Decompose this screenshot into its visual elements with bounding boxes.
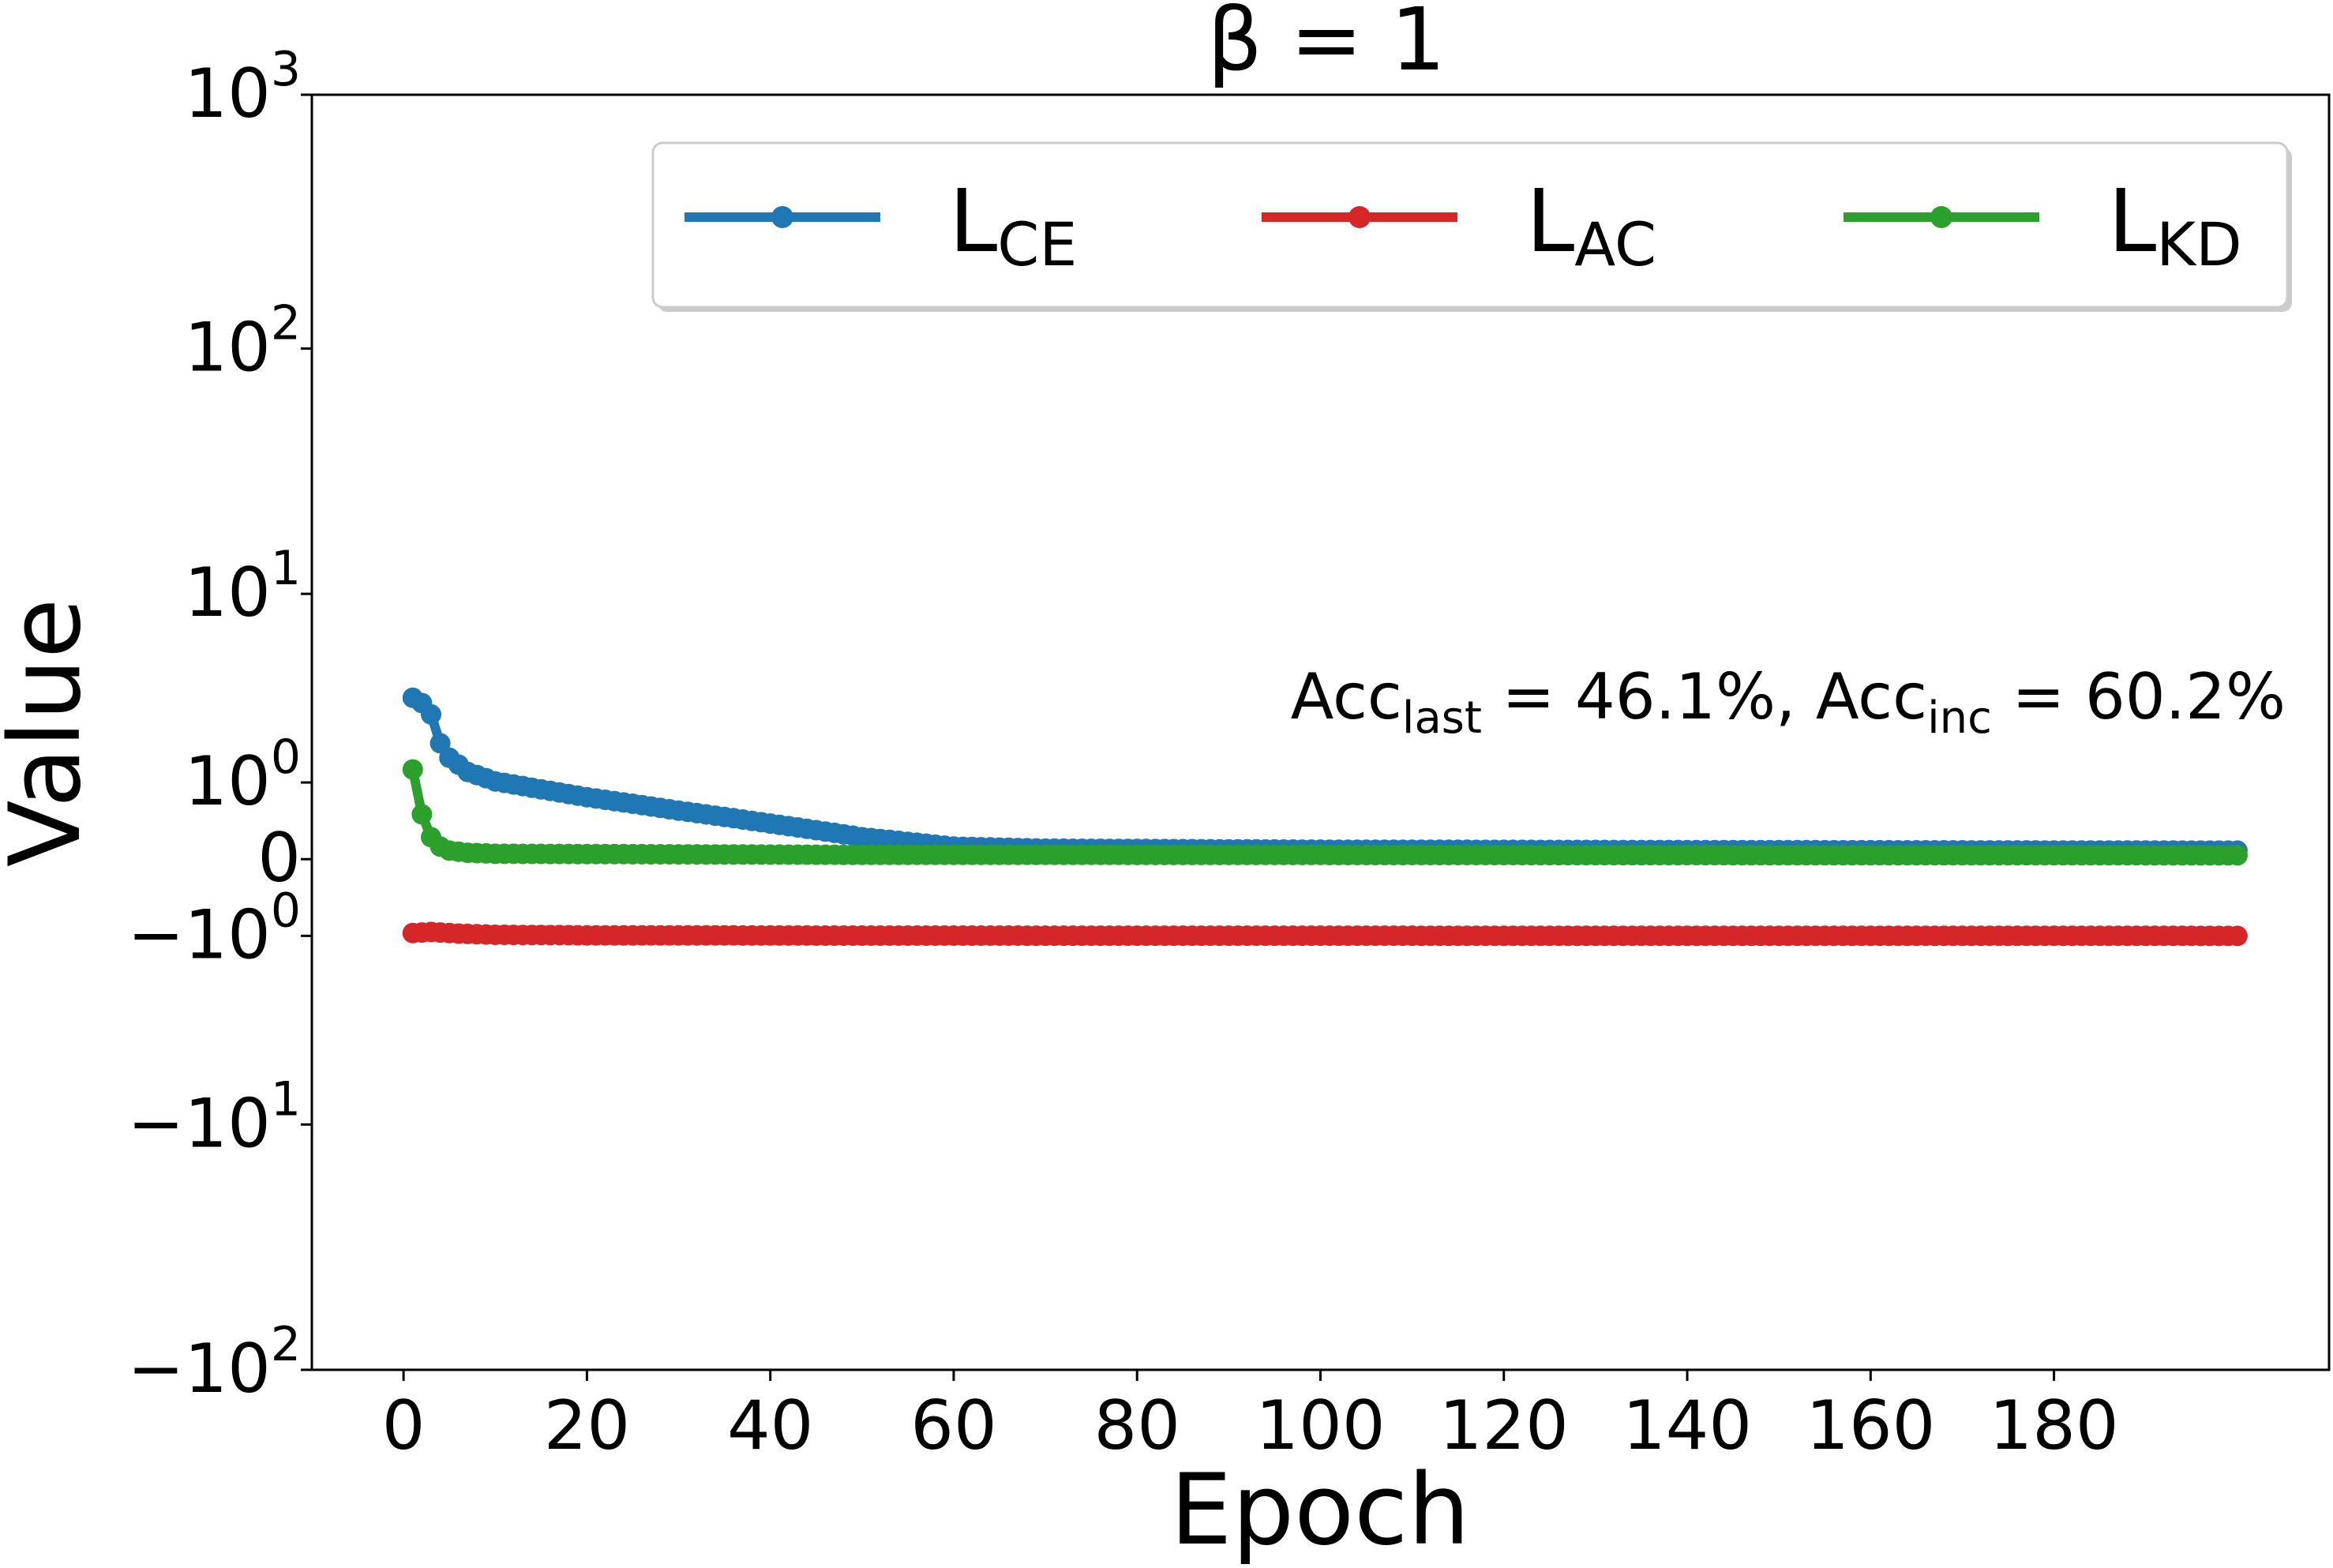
y-tick-label: 0 — [257, 819, 301, 898]
data-point — [2226, 845, 2248, 866]
y-tick-exponent: 1 — [271, 541, 301, 596]
legend-label-main: L — [1526, 171, 1574, 272]
y-tick-base: −10 — [127, 895, 271, 974]
legend-box — [651, 141, 2289, 309]
y-tick-base: 10 — [184, 553, 270, 632]
y-tick-base: 10 — [184, 308, 270, 387]
acc-last-value: = 46.1%, — [1482, 660, 1816, 733]
legend-marker — [1930, 206, 1952, 228]
y-tick-label: 100 — [184, 730, 301, 821]
x-tick-label: 60 — [910, 1386, 996, 1465]
x-tick-label: 20 — [544, 1386, 630, 1465]
y-tick-label: −102 — [127, 1317, 301, 1409]
data-point — [411, 804, 433, 825]
y-tick-base: 0 — [257, 819, 301, 898]
legend-marker — [771, 206, 793, 228]
series-l-kd — [402, 759, 2248, 866]
x-axis-label: Epoch — [1170, 1454, 1470, 1567]
legend-label-main: L — [949, 171, 997, 272]
y-axis-label: Value — [0, 598, 103, 868]
x-tick-label: 160 — [1806, 1386, 1935, 1465]
y-tick-exponent: 0 — [271, 730, 301, 785]
acc-inc-label: Acc — [1816, 660, 1927, 733]
y-tick-label: −100 — [127, 883, 301, 974]
acc-inc-value: = 60.2% — [1992, 660, 2286, 733]
acc-last-subscript: last — [1402, 692, 1482, 744]
x-tick-label: 120 — [1439, 1386, 1569, 1465]
legend-entry-kd: LKD — [1844, 171, 2242, 279]
y-tick-base: −10 — [127, 1330, 271, 1409]
legend-label-sub: AC — [1574, 209, 1656, 279]
accuracy-annotation: Acclast = 46.1%, Accinc = 60.2% — [1291, 660, 2286, 744]
x-tick-label: 0 — [382, 1386, 426, 1465]
x-tick-label: 40 — [727, 1386, 813, 1465]
y-tick-label: 103 — [184, 42, 301, 133]
legend-label: LKD — [2108, 171, 2242, 279]
y-tick-base: 10 — [184, 54, 270, 133]
series-l-ac — [402, 921, 2248, 947]
acc-last-label: Acc — [1291, 660, 1402, 733]
legend-label-sub: KD — [2156, 209, 2241, 279]
x-tick-label: 180 — [1990, 1386, 2119, 1465]
y-tick-exponent: 2 — [271, 1317, 301, 1372]
legend-label: LCE — [949, 171, 1077, 279]
legend-entry-ce: LCE — [685, 171, 1077, 279]
y-tick-exponent: 1 — [271, 1071, 301, 1127]
legend-label: LAC — [1526, 171, 1656, 279]
legend-entry-ac: LAC — [1262, 171, 1656, 279]
y-tick-exponent: 2 — [271, 295, 301, 351]
legend: LCE LAC LKD — [651, 141, 2292, 312]
legend-label-main: L — [2108, 171, 2156, 272]
chart-title: β = 1 — [1207, 0, 1446, 90]
legend-marker — [1348, 206, 1371, 228]
x-tick-label: 140 — [1622, 1386, 1752, 1465]
y-tick-base: 10 — [184, 742, 270, 821]
y-tick-label: −101 — [127, 1071, 301, 1163]
legend-entries: LCE LAC LKD — [685, 171, 2242, 279]
data-point — [2226, 925, 2248, 947]
series-layer — [402, 687, 2248, 947]
x-tick-label: 80 — [1094, 1386, 1180, 1465]
x-tick-label: 100 — [1255, 1386, 1385, 1465]
data-point — [421, 703, 441, 725]
data-point — [402, 759, 423, 780]
y-tick-label: 102 — [184, 295, 301, 387]
y-tick-label: 101 — [184, 541, 301, 632]
y-tick-base: −10 — [127, 1084, 271, 1163]
legend-label-sub: CE — [997, 209, 1077, 279]
acc-inc-subscript: inc — [1927, 692, 1992, 744]
y-tick-exponent: 0 — [271, 883, 301, 938]
x-axis: 0 20 40 60 80 100 120 140 160 180 — [382, 1370, 2119, 1465]
y-tick-exponent: 3 — [271, 42, 301, 97]
